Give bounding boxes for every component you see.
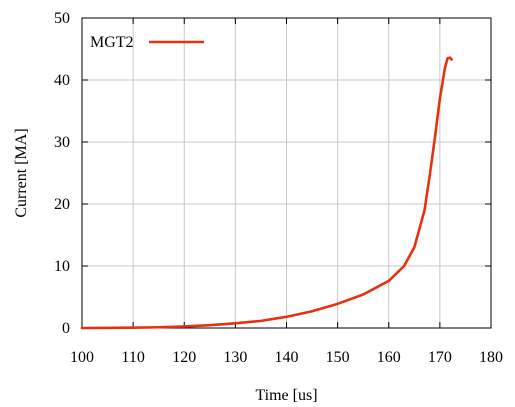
x-tick-label: 180: [479, 349, 503, 366]
y-axis-label: Current [MA]: [13, 128, 30, 217]
x-tick-label: 140: [275, 349, 299, 366]
y-tick-label: 0: [62, 320, 70, 337]
x-tick-label: 120: [172, 349, 196, 366]
x-tick-label: 170: [428, 349, 452, 366]
x-tick-label: 110: [121, 349, 144, 366]
x-tick-label: 130: [223, 349, 247, 366]
legend-label-mgt2: MGT2: [90, 34, 134, 51]
x-tick-label: 160: [377, 349, 401, 366]
y-tick-label: 50: [54, 10, 70, 27]
y-tick-label: 30: [54, 134, 70, 151]
y-tick-label: 20: [54, 196, 70, 213]
series-line-mgt2: [80, 56, 453, 330]
ticks: 100 110 120 130 140 150 160 170 180 0 10 20 30 40 50: [54, 10, 503, 366]
series-layer: [80, 56, 453, 330]
y-tick-label: 10: [54, 258, 70, 275]
grid: [82, 18, 491, 328]
x-tick-label: 150: [326, 349, 350, 366]
y-tick-label: 40: [54, 72, 70, 89]
x-axis-label: Time [us]: [255, 387, 317, 404]
legend: MGT2: [90, 34, 204, 51]
x-tick-label: 100: [70, 349, 94, 366]
